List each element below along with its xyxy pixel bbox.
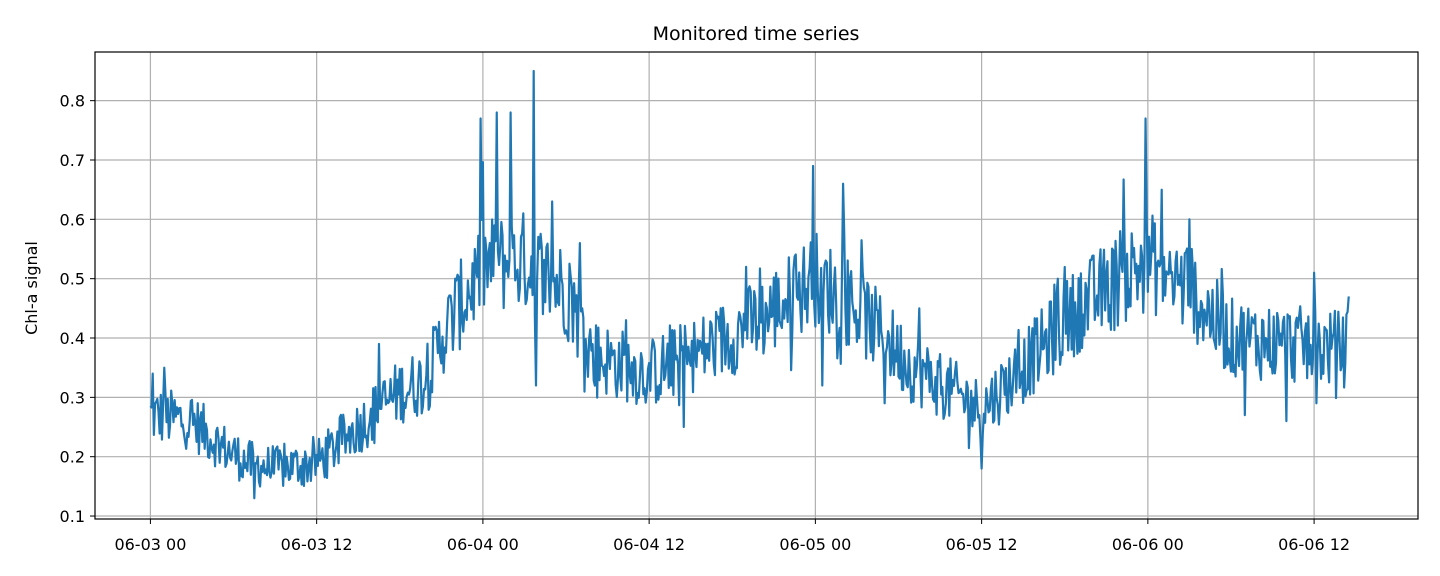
x-tick-label: 06-03 00 [114, 535, 186, 554]
y-tick-label: 0.7 [60, 151, 85, 170]
y-tick-label: 0.6 [60, 210, 85, 229]
x-tick-label: 06-03 12 [281, 535, 353, 554]
y-tick-label: 0.2 [60, 448, 85, 467]
x-tick-label: 06-05 12 [946, 535, 1018, 554]
y-tick-label: 0.8 [60, 92, 85, 111]
x-tick-label: 06-05 00 [779, 535, 851, 554]
x-tick-label: 06-06 12 [1278, 535, 1350, 554]
y-axis: 0.1 0.2 0.3 0.4 0.5 0.6 0.7 0.8 [60, 92, 95, 526]
plot-frame [94, 51, 1419, 520]
x-axis: 06-03 00 06-03 12 06-04 00 06-04 12 06-05 00… [114, 519, 1350, 554]
y-tick-label: 0.5 [60, 270, 85, 289]
y-tick-label: 0.3 [60, 388, 85, 407]
chart-title: Monitored time series [653, 23, 860, 45]
y-axis-label: Chl-a signal [22, 241, 41, 335]
x-tick-label: 06-04 12 [613, 535, 685, 554]
x-tick-label: 06-04 00 [447, 535, 519, 554]
series-layer [149, 69, 1350, 500]
grid-lines [95, 52, 1418, 519]
series-line [149, 69, 1350, 500]
y-tick-label: 0.1 [60, 507, 85, 526]
y-tick-label: 0.4 [60, 329, 85, 348]
x-tick-label: 06-06 00 [1112, 535, 1184, 554]
